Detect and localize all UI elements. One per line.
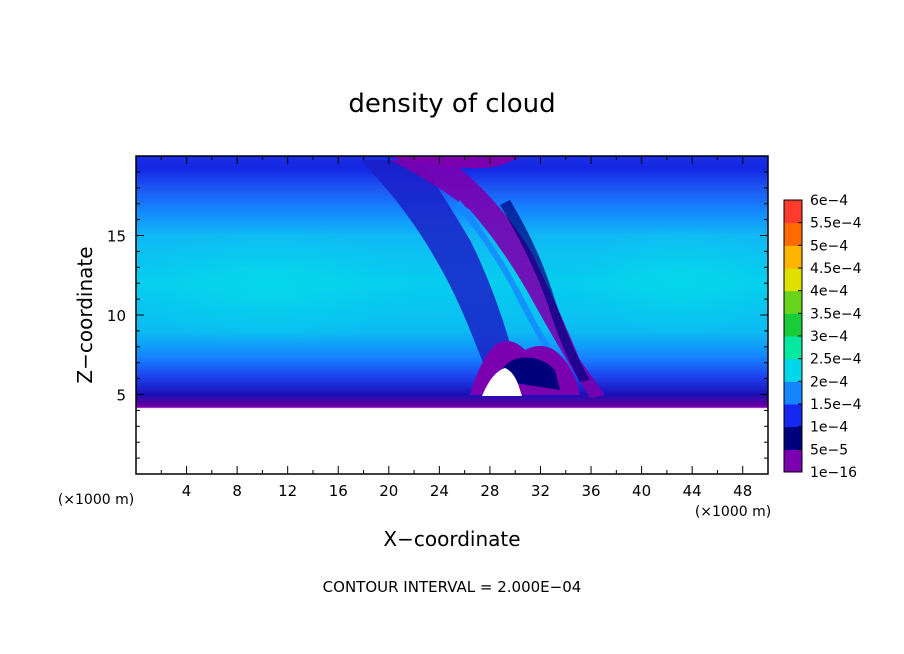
chart-title: density of cloud [348, 89, 555, 119]
colorbar-label: 1.5e−4 [810, 397, 862, 413]
colorbar-label: 6e−4 [810, 193, 848, 209]
colorbar-swatch [784, 404, 802, 428]
cloud-core-right [570, 225, 768, 335]
colorbar: 1e−16 5e−5 1e−4 1.5e−4 2e−4 2.5e−4 3e−4 3.5e−4 4… [783, 193, 862, 481]
y-tick-label: 10 [107, 307, 126, 325]
x-tick-label: 16 [329, 482, 348, 500]
cloud-band-dark [360, 160, 520, 380]
colorbar-label: 1e−16 [810, 465, 857, 481]
x-tick-label: 12 [278, 482, 297, 500]
x-tick-label: 40 [632, 482, 651, 500]
contour-interval-note: CONTOUR INTERVAL = 2.000E−04 [323, 578, 582, 596]
colorbar-swatch [784, 200, 802, 224]
colorbar-label: 2.5e−4 [810, 352, 862, 368]
cloud-top-edge [388, 156, 520, 169]
x-axis-label: X−coordinate [383, 527, 520, 551]
x-axis-ticks: 4 8 12 16 20 24 28 32 36 40 44 48 [135, 156, 769, 500]
colorbar-swatch [784, 245, 802, 269]
colorbar-label: 1e−4 [810, 420, 848, 436]
plot-area [136, 156, 768, 474]
colorbar-swatch [784, 313, 802, 337]
x-tick-label: 48 [733, 482, 752, 500]
colorbar-swatch [784, 358, 802, 382]
x-tick-label: 4 [182, 482, 192, 500]
colorbar-label: 4.5e−4 [810, 261, 862, 277]
colorbar-swatch [784, 426, 802, 450]
x-tick-label: 24 [430, 482, 449, 500]
colorbar-label: 3.5e−4 [810, 306, 862, 322]
cloud-core-left [136, 225, 420, 345]
x-unit-left: (×1000 m) [58, 492, 134, 508]
y-tick-label: 15 [107, 228, 126, 246]
cloud-streak-light [455, 200, 560, 362]
x-tick-label: 20 [379, 482, 398, 500]
colorbar-label: 2e−4 [810, 374, 848, 390]
colorbar-swatch [784, 290, 802, 314]
y-axis-ticks: 5 10 15 [107, 155, 768, 475]
cloud-streak-dark [500, 200, 590, 382]
x-tick-label: 8 [232, 482, 242, 500]
cloud-gap [482, 368, 522, 396]
x-tick-label: 36 [581, 482, 600, 500]
colorbar-swatch [784, 336, 802, 360]
colorbar-label: 5e−4 [810, 238, 848, 254]
colorbar-label: 5.5e−4 [810, 216, 862, 232]
colorbar-swatch [784, 268, 802, 292]
x-tick-label: 28 [480, 482, 499, 500]
colorbar-swatch [784, 222, 802, 246]
x-unit-right: (×1000 m) [695, 504, 771, 520]
colorbar-label: 3e−4 [810, 329, 848, 345]
x-tick-label: 44 [683, 482, 702, 500]
colorbar-swatch [784, 381, 802, 405]
y-axis-label: Z−coordinate [73, 246, 97, 383]
colorbar-label: 5e−5 [810, 442, 848, 458]
colorbar-label: 4e−4 [810, 284, 848, 300]
colorbar-swatch [784, 449, 802, 473]
y-tick-label: 5 [116, 387, 126, 405]
x-tick-label: 32 [531, 482, 550, 500]
